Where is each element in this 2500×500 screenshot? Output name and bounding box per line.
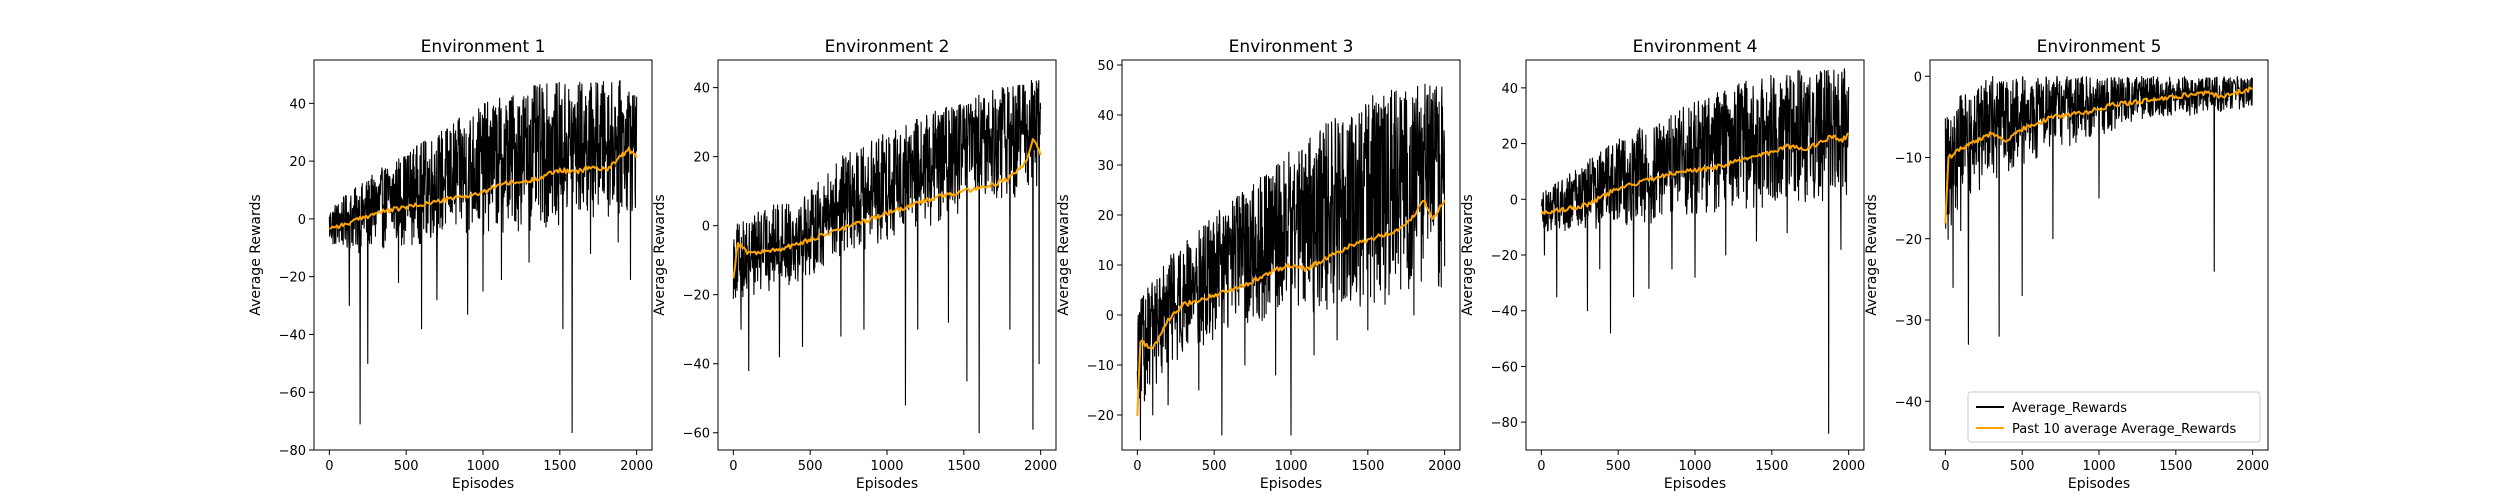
y-tick-label: −10 [1087, 359, 1114, 374]
x-axis-label: Episodes [1664, 476, 1726, 492]
y-tick-label: 40 [1501, 82, 1518, 97]
x-tick-label: 0 [729, 459, 737, 474]
y-tick-label: −40 [1491, 305, 1518, 320]
x-tick-label: 2000 [1024, 459, 1057, 474]
x-axis-label: Episodes [2068, 476, 2130, 492]
chart-panel-4: 0 500 1000 1500 2000 −80 −60 −40 −20 0 20 40 Environ… [1460, 37, 1865, 492]
series-past-10-average [1944, 86, 2253, 224]
y-tick-label: 40 [693, 82, 710, 97]
y-tick-label: −40 [683, 358, 710, 373]
x-tick-label: 1500 [1351, 459, 1384, 474]
x-tick-label: 1000 [466, 459, 499, 474]
y-tick-label: −10 [1895, 152, 1922, 167]
y-tick-label: −30 [1895, 314, 1922, 329]
y-tick-label: 0 [702, 220, 710, 235]
y-tick-label: −80 [279, 444, 306, 459]
y-tick-label: −60 [279, 386, 306, 401]
y-tick-label: 0 [1914, 70, 1922, 85]
x-tick-label: 500 [1202, 459, 1227, 474]
x-tick-label: 0 [325, 459, 333, 474]
series-average-rewards [328, 80, 638, 434]
series-past-10-average [732, 138, 1042, 279]
y-tick-label: 0 [1106, 309, 1114, 324]
y-tick-label: 50 [1097, 59, 1114, 74]
legend-entry: Average_Rewards [2012, 401, 2127, 416]
x-tick-label: 0 [1941, 459, 1949, 474]
y-tick-label: −20 [683, 289, 710, 304]
x-tick-label: 1000 [870, 459, 903, 474]
chart-panel-2: 0 500 1000 1500 2000 −60 −40 −20 0 20 40 Environmen… [652, 37, 1057, 492]
legend-entry: Past 10 average Average_Rewards [2012, 422, 2237, 437]
y-tick-label: −60 [683, 427, 710, 442]
series-past-10-average [329, 146, 638, 230]
plot-area [1944, 75, 2254, 345]
y-tick-label: 20 [1501, 138, 1518, 153]
y-tick-label: 40 [1097, 109, 1114, 124]
y-tick-label: 20 [289, 155, 306, 170]
legend-box [1967, 391, 2261, 443]
y-tick-label: 0 [298, 213, 306, 228]
y-tick-label: 30 [1097, 159, 1114, 174]
y-axis-label: Average Rewards [248, 194, 264, 315]
chart-title: Environment 4 [1633, 37, 1758, 57]
series-average-rewards [1136, 83, 1446, 441]
series-past-10-average [1540, 132, 1850, 215]
x-axis-label: Episodes [856, 476, 918, 492]
x-tick-label: 2000 [1832, 459, 1865, 474]
x-tick-label: 1500 [543, 459, 576, 474]
legend: Average_Rewards Past 10 average Average_R… [1967, 391, 2261, 443]
x-tick-label: 0 [1133, 459, 1141, 474]
plot-area [732, 79, 1042, 434]
chart-title: Environment 3 [1229, 37, 1354, 57]
x-tick-label: 1000 [1678, 459, 1711, 474]
y-tick-label: 20 [1097, 209, 1114, 224]
y-tick-label: 20 [693, 151, 710, 166]
series-average-rewards [732, 79, 1042, 434]
y-tick-label: −20 [1491, 249, 1518, 264]
x-tick-label: 2000 [2236, 459, 2269, 474]
y-axis-label: Average Rewards [652, 194, 668, 315]
x-tick-label: 500 [2010, 459, 2035, 474]
y-tick-label: 10 [1097, 259, 1114, 274]
x-tick-label: 500 [1606, 459, 1631, 474]
y-tick-label: −80 [1491, 416, 1518, 431]
chart-panel-3: 0 500 1000 1500 2000 −20 −10 0 10 20 30 40 50 Environ… [1056, 37, 1461, 492]
y-tick-label: 40 [289, 97, 306, 112]
x-tick-label: 2000 [1428, 459, 1461, 474]
x-tick-label: 500 [798, 459, 823, 474]
y-axis-label: Average Rewards [1460, 194, 1476, 315]
chart-title: Environment 2 [825, 37, 950, 57]
y-axis-label: Average Rewards [1864, 194, 1880, 315]
x-tick-label: 0 [1537, 459, 1545, 474]
chart-panel-5: 0 500 1000 1500 2000 −40 −30 −20 −10 0 Environment… [1864, 37, 2269, 492]
y-tick-label: −40 [1895, 395, 1922, 410]
y-tick-label: −40 [279, 328, 306, 343]
x-tick-label: 2000 [620, 459, 653, 474]
x-tick-label: 1500 [1755, 459, 1788, 474]
plot-area [1136, 83, 1446, 441]
y-tick-label: −20 [1087, 409, 1114, 424]
series-past-10-average [1136, 199, 1446, 416]
plot-area [1540, 68, 1850, 434]
plot-area [328, 80, 638, 434]
chart-title: Environment 1 [421, 37, 546, 57]
chart-title: Environment 5 [2037, 37, 2162, 57]
y-tick-label: −60 [1491, 360, 1518, 375]
y-tick-label: −20 [1895, 233, 1922, 248]
x-tick-label: 500 [394, 459, 419, 474]
series-average-rewards [1944, 75, 2254, 345]
chart-panel-1: 0 500 1000 1500 2000 −80 −60 −40 −20 0 20 40 Environ… [248, 37, 653, 492]
y-tick-label: 0 [1510, 193, 1518, 208]
series-average-rewards [1540, 68, 1850, 434]
x-tick-label: 1000 [1274, 459, 1307, 474]
x-tick-label: 1500 [2159, 459, 2192, 474]
x-tick-label: 1500 [947, 459, 980, 474]
y-axis-label: Average Rewards [1056, 194, 1072, 315]
x-axis-label: Episodes [452, 476, 514, 492]
y-tick-label: −20 [279, 271, 306, 286]
x-tick-label: 1000 [2082, 459, 2115, 474]
x-axis-label: Episodes [1260, 476, 1322, 492]
